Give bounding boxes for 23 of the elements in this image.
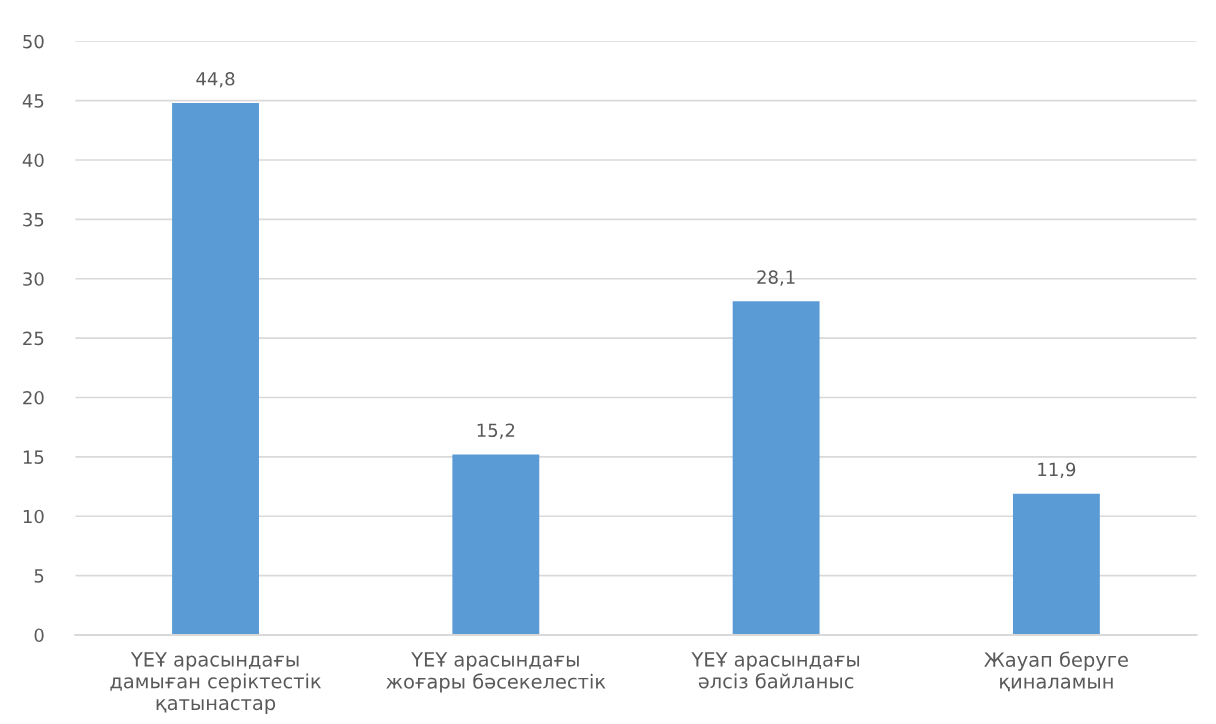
x-tick-label: Жауап беруге қиналамын (984, 651, 1128, 692)
y-tick-label: 0 (34, 628, 44, 643)
y-tick-label: 25 (23, 331, 44, 346)
x-tick-label: ҮЕҰ арасындағы дамыған серіктестік қатынастар (110, 652, 322, 714)
x-tick-label: ҮЕҰ арасындағы жоғары бәсекелестік (386, 652, 606, 693)
data-label: 28,1 (757, 270, 795, 286)
y-tick-label: 40 (22, 153, 44, 168)
y-tick-label: 15 (23, 450, 44, 464)
x-tick-label: ҮЕҰ арасындағы әлсіз байланыс (691, 652, 860, 689)
bar (172, 103, 259, 635)
y-tick-label: 10 (23, 509, 44, 524)
data-label: 11,9 (1038, 462, 1076, 479)
y-tick-label: 5 (34, 569, 44, 583)
y-tick-label: 20 (23, 390, 44, 405)
y-tick-label: 45 (22, 94, 44, 108)
bar (452, 454, 540, 635)
y-tick-label: 50 (23, 34, 44, 49)
data-label: 44,8 (196, 71, 235, 88)
y-tick-label: 35 (23, 212, 44, 227)
bar (732, 301, 820, 635)
y-tick-label: 30 (23, 272, 44, 286)
bar (1012, 493, 1100, 635)
data-label: 15,2 (477, 423, 515, 439)
